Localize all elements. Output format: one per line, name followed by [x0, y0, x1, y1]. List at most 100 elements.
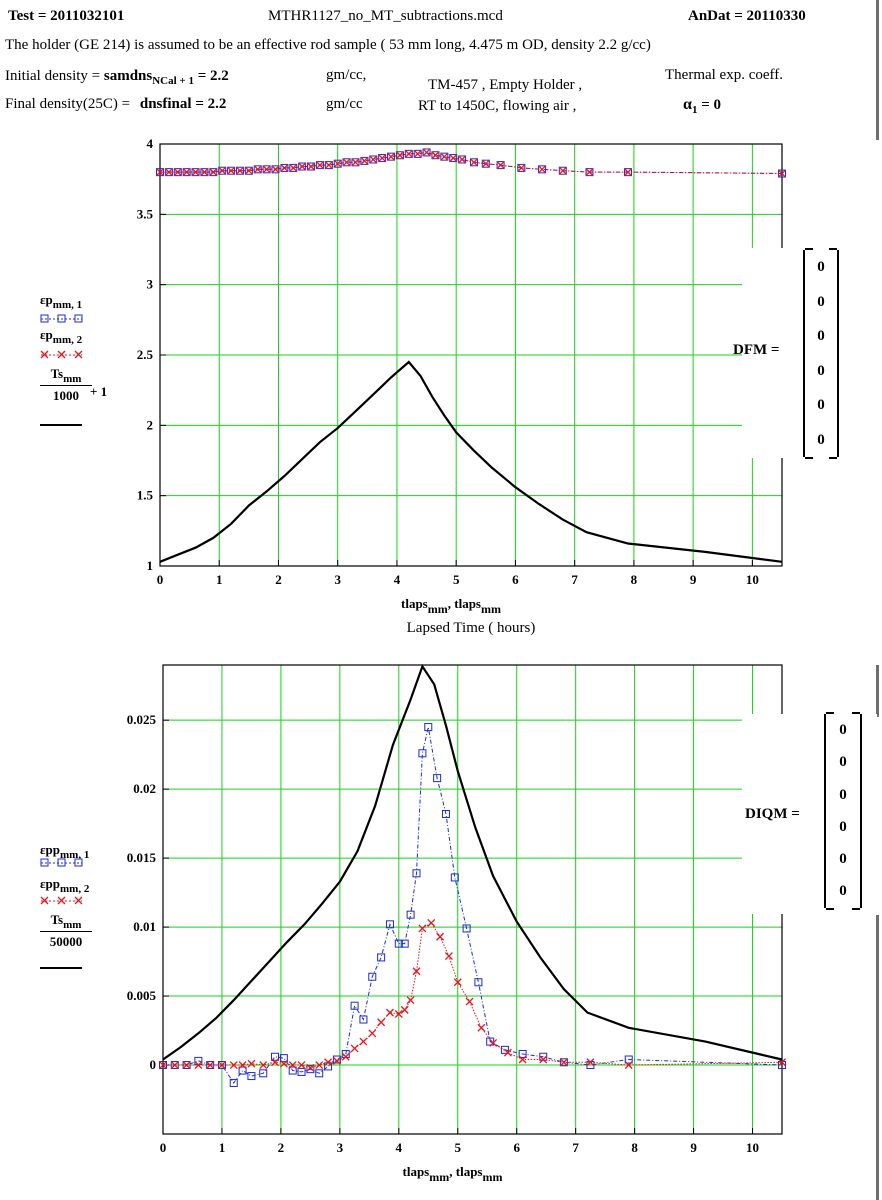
chart2-series-1-point-1 [170, 1061, 179, 1069]
chart1-series-0-point-24 [369, 155, 378, 164]
chart2-x-axis-label: tlapsmm, tlapsmm [403, 1164, 503, 1184]
chart1-legend-series3-num-sub: mm [63, 373, 82, 385]
chart2-legend-series2-name: εpp [40, 876, 61, 891]
chart2-ytick-label-3: 0.015 [127, 850, 157, 865]
chart2-series-1-point-3 [194, 1061, 203, 1069]
chart2-series-0-point-19 [350, 1001, 359, 1010]
chart2-series-1-point-11 [279, 1059, 288, 1068]
chart2-series-1-point-31 [444, 952, 453, 961]
chart2-series-1-point-33 [465, 997, 474, 1006]
chart2-series-0-point-32 [450, 873, 459, 882]
chart2-series-0-point-26 [406, 910, 415, 919]
chart2-series-0-point-22 [377, 953, 386, 962]
chart1-series-1-point-6 [209, 168, 218, 177]
chart2-series-0-point-25 [400, 939, 409, 948]
chart1-series-1-point-23 [360, 156, 369, 165]
initial-density-row: Initial density = samdnsNCal + 1 = 2.2 [5, 68, 229, 87]
chart1-series-0-point-25 [378, 154, 387, 163]
chart2-ytick-label-5: 0.025 [127, 712, 157, 727]
chart2-series-1-point-4 [206, 1061, 215, 1069]
chart2-series-1-point-2 [182, 1061, 191, 1069]
chart2-legend-series2-swatch [40, 896, 83, 905]
chart1-series-0-point-14 [280, 163, 289, 172]
diqm-cell-5: 0 [839, 883, 847, 900]
chart2-series-1-point-24 [394, 1010, 403, 1018]
initial-density-value: = 2.2 [197, 68, 229, 84]
chart1-series-0-point-21 [342, 158, 351, 167]
chart2-xtick-label-2: 2 [278, 1140, 285, 1155]
chart1-series-0-point-6 [209, 168, 218, 177]
chart2-xtick-label-3: 3 [337, 1140, 344, 1155]
chart2-xtick-label-8: 8 [631, 1140, 638, 1155]
diqm-matrix-backdrop [742, 714, 877, 914]
chart1-series-0-point-28 [404, 149, 413, 158]
chart1-series-0-point-11 [253, 165, 262, 174]
chart1-series-0-point-20 [333, 159, 342, 168]
chart1-series-1-point-41 [585, 168, 594, 177]
chart2-series-1-point-27 [412, 967, 421, 976]
page-edge-rule-mid [876, 665, 879, 717]
chart1-legend-series3-num-text: Ts [50, 366, 64, 381]
dfm-matrix: 0 0 0 0 0 0 [803, 248, 839, 459]
chart1-series-0-point-30 [422, 148, 431, 157]
chart1-series-0-point-31 [431, 151, 440, 160]
chart1-legend-series3-suffix: + 1 [90, 384, 108, 399]
diqm-matrix: 0 0 0 0 0 0 [824, 712, 862, 910]
chart2-plot-frame [162, 664, 783, 1135]
chart1-series-1-point-30 [422, 148, 431, 157]
chart2-series-0-point-23 [385, 920, 394, 929]
chart1-ytick-label-6: 4 [147, 136, 154, 151]
chart2-legend-series1-sub: mm, 1 [60, 849, 90, 861]
chart1-series-0-point-32 [440, 152, 449, 161]
diqm-cell-0: 0 [839, 722, 847, 738]
chart1-series-0-point-27 [395, 151, 404, 160]
chart1-series-2-line [159, 360, 783, 563]
chart2-series-1-point-30 [436, 932, 445, 941]
chart1-series-1-point-15 [289, 163, 298, 172]
chart1-series-0-point-7 [218, 166, 227, 175]
chart1-xtick-label-3: 3 [334, 572, 341, 587]
chart2-series-1-point-29 [427, 918, 436, 927]
chart2-series-1-point-23 [386, 1008, 394, 1017]
final-density-units: gm/cc [326, 96, 363, 112]
chart1-legend-series1-swatch [40, 314, 83, 323]
chart1-series-0-point-34 [458, 155, 467, 164]
chart1-series-1-point-36 [481, 159, 490, 168]
dfm-matrix-backdrop [742, 248, 842, 458]
chart1-series-1-point-43 [778, 169, 786, 178]
chart1-series-1-point-42 [624, 168, 632, 177]
chart1-series-0-point-35 [469, 158, 478, 167]
chart2-ytick-label-1: 0.005 [127, 988, 157, 1003]
initial-density-variable: samdns [103, 68, 153, 84]
chart1-legend-series3-fraction: Tsmm 1000 [40, 366, 92, 404]
chart2-series-0-point-28 [418, 749, 427, 758]
diqm-cell-3: 0 [839, 818, 847, 835]
alpha-symbol: α [683, 96, 692, 113]
chart1-ytick-label-4: 3 [147, 277, 154, 292]
chart1-series-1-point-29 [413, 149, 422, 158]
chart2-x-axis-label-sep: , tlaps [449, 1164, 482, 1179]
chart2-legend-series1-swatch [40, 858, 83, 867]
alpha-expression: α1 = 0 [683, 96, 721, 116]
chart2-series-0-point-6 [229, 1078, 238, 1087]
chart2-series-0-point-7 [238, 1066, 247, 1075]
chart2-xtick-label-4: 4 [396, 1140, 403, 1155]
chart1-series-1-point-37 [496, 161, 505, 170]
chart2-ytick-label-0: 0 [150, 1057, 157, 1072]
dfm-cell-0: 0 [817, 259, 825, 275]
final-density-row: Final density(25C) = dnsfinal = 2.2 [5, 96, 226, 113]
chart1-xtick-label-9: 9 [690, 572, 697, 587]
dfm-cell-1: 0 [817, 293, 825, 310]
chart1-series-0-point-5 [200, 168, 209, 177]
chart1-x-axis-label-main: tlaps [401, 596, 428, 611]
chart1-ytick-label-5: 3.5 [137, 206, 154, 221]
final-density-expression: dnsfinal = 2.2 [139, 96, 227, 112]
chart1-legend-series3-swatch [40, 424, 82, 426]
chart2-x-axis-label-sub1: mm [429, 1170, 449, 1184]
chart2-series-1-point-39 [559, 1058, 568, 1067]
chart1-series-1-point-1 [164, 168, 173, 177]
chart2-series-1-point-9 [259, 1061, 268, 1069]
chart2-legend-series2-sub: mm, 2 [60, 883, 90, 895]
chart1-series-1-point-0 [156, 168, 164, 177]
chart1-series-1-line [160, 151, 783, 174]
